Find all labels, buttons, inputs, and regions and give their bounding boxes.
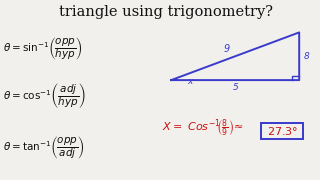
Text: 8: 8 — [304, 52, 310, 61]
Text: $\theta = \sin^{-1}\!\left(\dfrac{opp}{hyp}\right)$: $\theta = \sin^{-1}\!\left(\dfrac{opp}{h… — [3, 35, 83, 62]
Text: $\mathit{X{=}\ Cos^{-1}\!\!\left(\frac{8}{9}\right)\!\approx}$: $\mathit{X{=}\ Cos^{-1}\!\!\left(\frac{8… — [162, 118, 244, 139]
Text: 5: 5 — [232, 83, 238, 92]
Text: $\theta = \cos^{-1}\!\left(\dfrac{adj}{hyp}\right)$: $\theta = \cos^{-1}\!\left(\dfrac{adj}{h… — [3, 81, 86, 110]
Text: $\theta = \tan^{-1}\!\left(\dfrac{opp}{adj}\right)$: $\theta = \tan^{-1}\!\left(\dfrac{opp}{a… — [3, 134, 85, 161]
FancyBboxPatch shape — [261, 123, 303, 139]
Text: 9: 9 — [224, 44, 230, 55]
Text: x: x — [188, 77, 193, 86]
Text: $\mathit{27.3°}$: $\mathit{27.3°}$ — [267, 125, 298, 137]
Text: triangle using trigonometry?: triangle using trigonometry? — [60, 5, 273, 19]
